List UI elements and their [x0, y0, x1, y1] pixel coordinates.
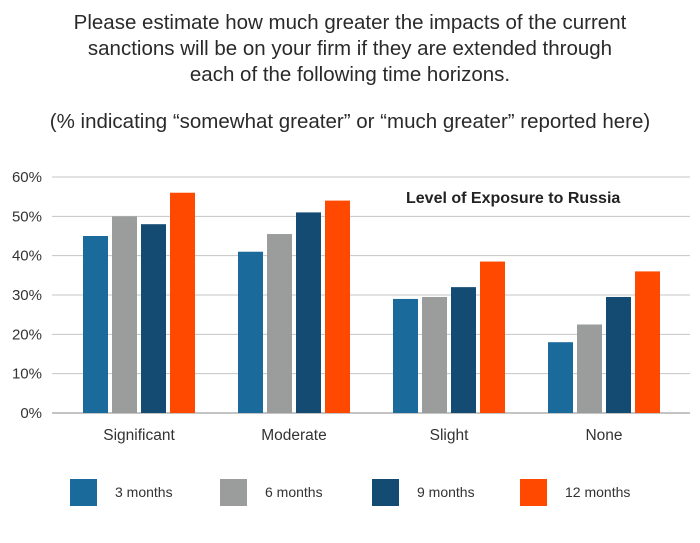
bar-significant-6-months: [112, 216, 137, 413]
y-tick-label: 10%: [12, 366, 42, 383]
title-line-3: each of the following time horizons.: [189, 63, 511, 86]
legend-item: 3 months: [70, 476, 173, 508]
bar-significant-3-months: [83, 236, 108, 413]
legend-swatch: [220, 478, 247, 506]
x-category-label: None: [585, 427, 622, 444]
legend-swatch: [372, 478, 399, 506]
bar-none-12-months: [635, 271, 660, 413]
x-axis: Significant Moderate Slight None: [103, 427, 622, 444]
y-tick-label: 50%: [12, 208, 42, 225]
y-tick-label: 20%: [12, 326, 42, 343]
bar-none-3-months: [548, 342, 573, 413]
title-line-1: Please estimate how much greater the imp…: [73, 11, 627, 34]
bar-slight-12-months: [480, 261, 505, 413]
y-tick-label: 40%: [12, 248, 42, 265]
x-category-label: Significant: [103, 427, 175, 444]
bars: [83, 192, 660, 413]
x-category-label: Moderate: [261, 427, 326, 444]
legend-item: 9 months: [372, 476, 475, 508]
bar-none-6-months: [577, 324, 602, 413]
bar-significant-9-months: [141, 224, 166, 413]
bar-significant-12-months: [170, 192, 195, 413]
exposure-annotation: Level of Exposure to Russia: [406, 190, 620, 207]
y-axis: 0% 10% 20% 30% 40% 50% 60%: [12, 169, 42, 422]
legend-label: 12 months: [565, 484, 631, 500]
bar-moderate-9-months: [296, 212, 321, 413]
bar-moderate-6-months: [267, 234, 292, 413]
bar-chart: 0% 10% 20% 30% 40% 50% 60% Significant Moderate…: [12, 169, 690, 444]
chart-title: Please estimate how much greater the imp…: [0, 10, 700, 88]
bar-moderate-3-months: [238, 251, 263, 413]
bar-slight-3-months: [393, 298, 418, 413]
bar-slight-6-months: [422, 296, 447, 413]
y-tick-label: 0%: [20, 405, 42, 422]
y-tick-label: 60%: [12, 169, 42, 186]
legend-swatch: [520, 478, 547, 506]
legend-item: 6 months: [220, 476, 323, 508]
bar-moderate-12-months: [325, 200, 350, 413]
chart-subtitle: (% indicating “somewhat greater” or “muc…: [49, 110, 651, 133]
y-tick-label: 30%: [12, 287, 42, 304]
legend: 3 months 6 months 9 months 12 months: [0, 476, 700, 508]
legend-label: 3 months: [115, 484, 173, 500]
legend-label: 9 months: [417, 484, 475, 500]
title-line-2: sanctions will be on your firm if they a…: [87, 37, 613, 60]
bar-none-9-months: [606, 296, 631, 413]
legend-swatch: [70, 478, 97, 506]
bar-slight-9-months: [451, 287, 476, 413]
legend-item: 12 months: [520, 476, 630, 508]
legend-label: 6 months: [265, 484, 323, 500]
x-category-label: Slight: [430, 427, 469, 444]
